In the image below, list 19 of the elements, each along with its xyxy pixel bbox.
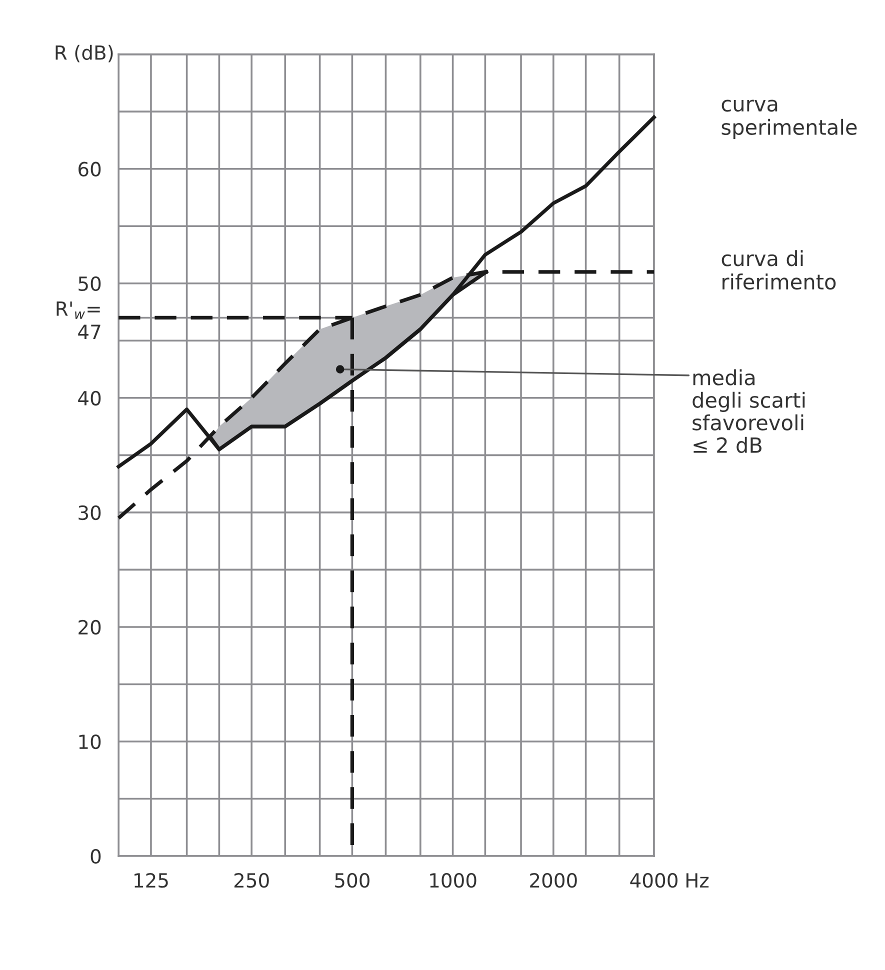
y-tick-label: R'$_{w}$= 47	[56, 302, 100, 339]
y-tick-label: 50	[78, 276, 101, 292]
y-tick-label: 10	[79, 734, 101, 750]
x-tick-label: 2000	[530, 873, 577, 888]
text: curva di riferimento	[722, 250, 836, 290]
y-tick-label: 0	[90, 848, 101, 864]
x-tick-label: 125	[134, 873, 168, 888]
y-tick-label: 30	[78, 505, 101, 520]
x-tick-label: 1000	[430, 873, 476, 888]
y-axis-title: R (dB)	[56, 44, 113, 62]
x-tick-label: 500	[335, 873, 370, 888]
annotation: media degli scarti sfavorevoli ≤ 2 dB	[692, 369, 805, 454]
y-tick-label: 60	[78, 162, 101, 177]
text: curva sperimentale	[722, 100, 857, 140]
y-tick-label: 40	[78, 390, 101, 406]
y-tick-label: 20	[78, 620, 101, 635]
x-tick-label: 4000	[630, 873, 678, 888]
x-tick-label: 250	[234, 873, 269, 888]
x-axis-title: Hz	[686, 873, 709, 888]
